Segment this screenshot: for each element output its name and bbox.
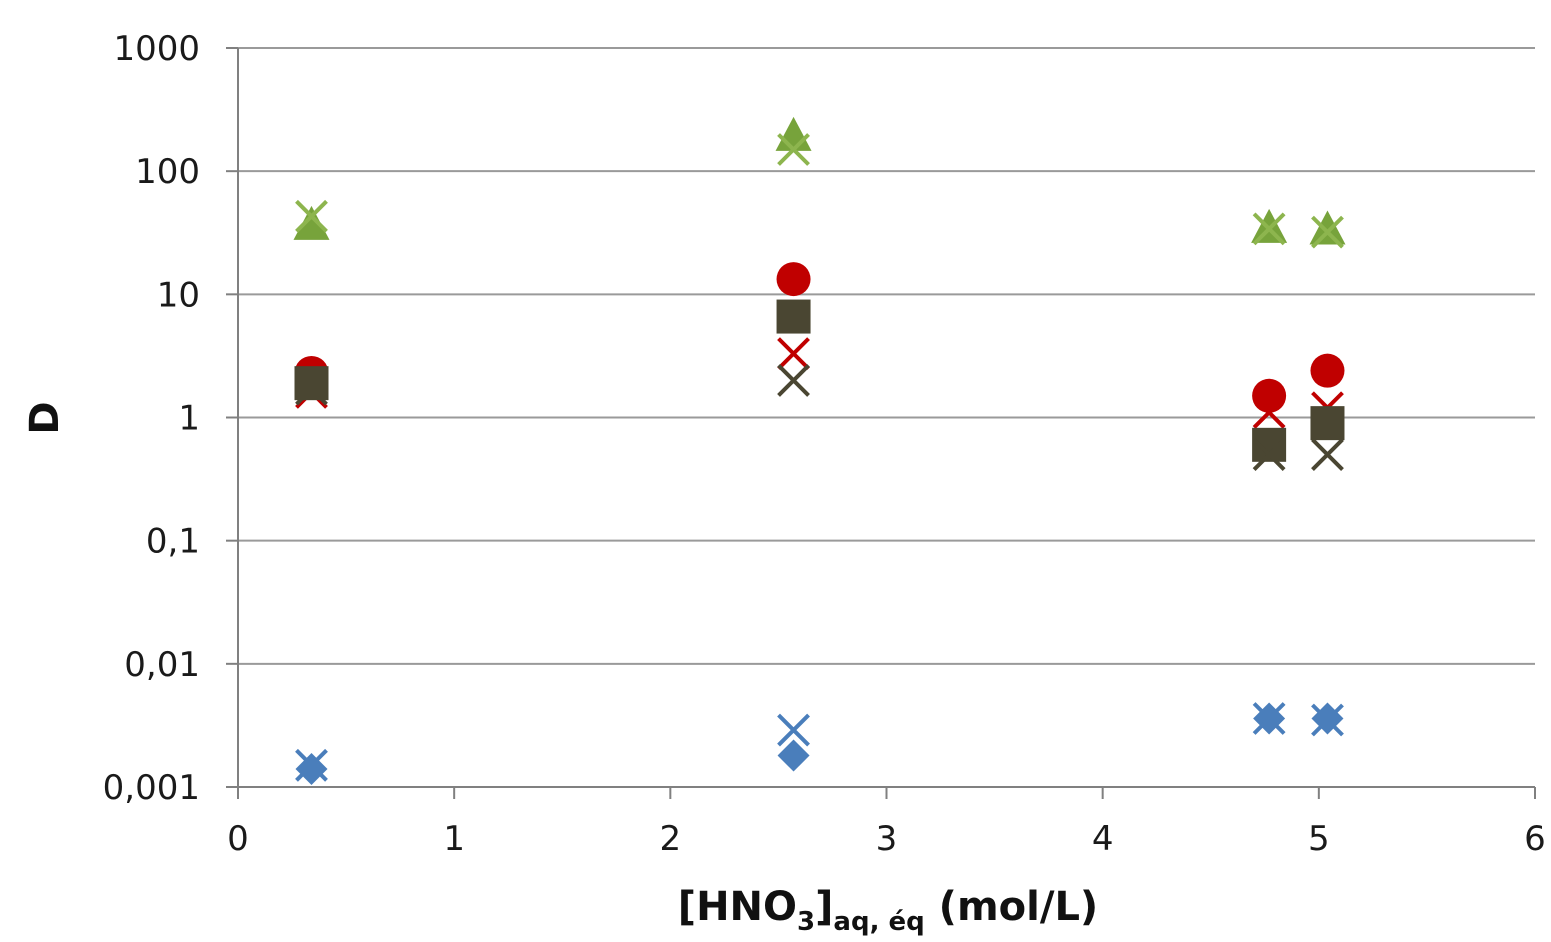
y-tick-label: 10 — [157, 275, 200, 315]
x-tick-label: 1 — [443, 819, 465, 859]
y-tick-label: 1 — [178, 399, 200, 439]
data-point-x — [1252, 702, 1286, 735]
data-point-x — [777, 713, 810, 747]
data-point-triangle — [775, 116, 812, 151]
x-ticks: 0 1 2 3 4 5 6 — [227, 787, 1546, 859]
x-tick-label: 3 — [876, 819, 898, 859]
y-tick-label: 100 — [135, 152, 200, 192]
y-tick-label: 0,001 — [103, 768, 200, 808]
data-point-x — [1311, 703, 1344, 737]
data-point-x — [1311, 215, 1344, 249]
data-point-x — [777, 337, 810, 371]
data-point-x — [295, 199, 328, 233]
data-point-x — [777, 133, 810, 166]
x-tick-label: 0 — [227, 819, 249, 859]
x-tick-label: 6 — [1524, 819, 1546, 859]
y-axis-title: D — [22, 401, 68, 434]
x-axis-title: [HNO3]aq, éq (mol/L) — [678, 884, 1098, 937]
data-point-x — [777, 364, 810, 397]
data-point-x — [1311, 438, 1344, 471]
data-point-x — [295, 372, 328, 406]
data-point-triangle — [293, 205, 330, 240]
x-axis-title-sub2: aq, éq — [833, 907, 924, 937]
data-point-x — [1252, 438, 1286, 471]
data-point-x — [1252, 395, 1286, 429]
x-tick-label: 4 — [1092, 819, 1114, 859]
data-point-circle — [1252, 378, 1287, 413]
y-tick-label: 0,01 — [124, 645, 200, 685]
data-point-square — [1310, 406, 1345, 441]
data-markers — [293, 116, 1346, 786]
data-point-x — [295, 748, 328, 782]
data-point-circle — [776, 262, 811, 297]
x-axis-title-unit: (mol/L) — [925, 884, 1098, 930]
y-tick-label: 0,1 — [146, 522, 200, 562]
x-tick-label: 2 — [660, 819, 682, 859]
data-point-square — [776, 299, 811, 334]
x-axis-title-main: [HNO — [678, 884, 797, 930]
data-point-triangle — [1251, 208, 1288, 243]
y-ticks: 0,001 0,01 0,1 1 10 100 1000 — [103, 29, 238, 808]
data-point-square — [294, 366, 329, 401]
data-point-triangle — [1309, 210, 1346, 245]
x-tick-label: 5 — [1308, 819, 1330, 859]
data-point-diamond — [295, 753, 328, 786]
data-point-x — [1252, 212, 1286, 246]
data-point-circle — [1310, 353, 1345, 388]
gridlines — [238, 47, 1535, 665]
x-axis-title-bracket: ] — [815, 884, 833, 930]
x-axis-title-sub1: 3 — [797, 907, 815, 937]
y-tick-label: 1000 — [113, 29, 200, 69]
data-point-diamond — [777, 739, 810, 772]
